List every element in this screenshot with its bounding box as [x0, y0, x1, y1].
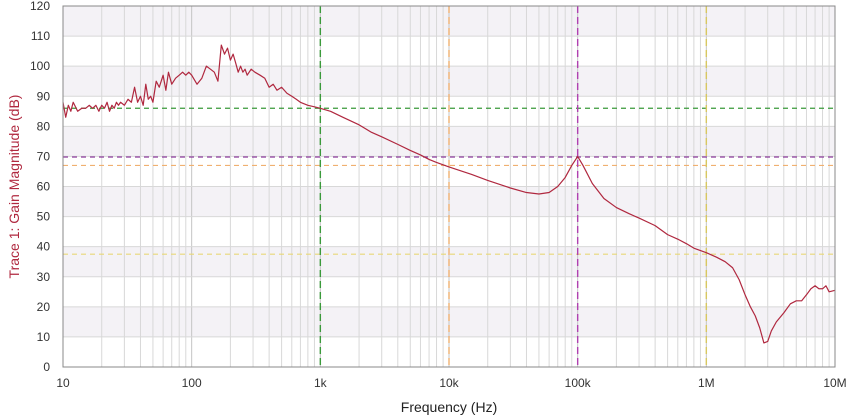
- x-tick-label: 1k: [314, 376, 328, 390]
- gain-trace-line: [62, 44, 836, 344]
- y-tick-label: 60: [37, 180, 51, 194]
- series-layer: [62, 44, 836, 344]
- y-tick-label: 40: [37, 240, 51, 254]
- y-tick-label: 20: [37, 300, 51, 314]
- y-tick-label: 120: [30, 0, 50, 13]
- y-tick-label: 10: [37, 330, 51, 344]
- plot-frame: [62, 5, 836, 368]
- y-tick-label: 110: [31, 29, 50, 43]
- x-tick-label: 10: [56, 376, 70, 390]
- y-tick-label: 30: [37, 270, 51, 284]
- y-tick-label: 70: [37, 149, 51, 163]
- x-tick-label: 1M: [698, 376, 715, 390]
- x-tick-label: 10k: [439, 376, 459, 390]
- y-axis-title: Trace 1: Gain Magnitude (dB): [6, 95, 22, 279]
- marker-lines: [63, 6, 835, 367]
- y-tick-label: 80: [37, 119, 51, 133]
- y-tick-labels: 0 10 20 30 40 50 60 70 80 90 100 110 120: [30, 0, 50, 374]
- x-axis-title: Frequency (Hz): [401, 399, 497, 415]
- y-tick-label: 100: [30, 59, 50, 73]
- x-tick-label: 100: [182, 376, 202, 390]
- x-tick-label: 100k: [565, 376, 592, 390]
- y-tick-label: 90: [37, 89, 51, 103]
- x-tick-labels: 10 100 1k 10k 100k 1M 10M: [56, 376, 846, 390]
- y-tick-label: 50: [37, 210, 51, 224]
- y-tick-label: 0: [43, 360, 50, 374]
- x-tick-label: 10M: [823, 376, 846, 390]
